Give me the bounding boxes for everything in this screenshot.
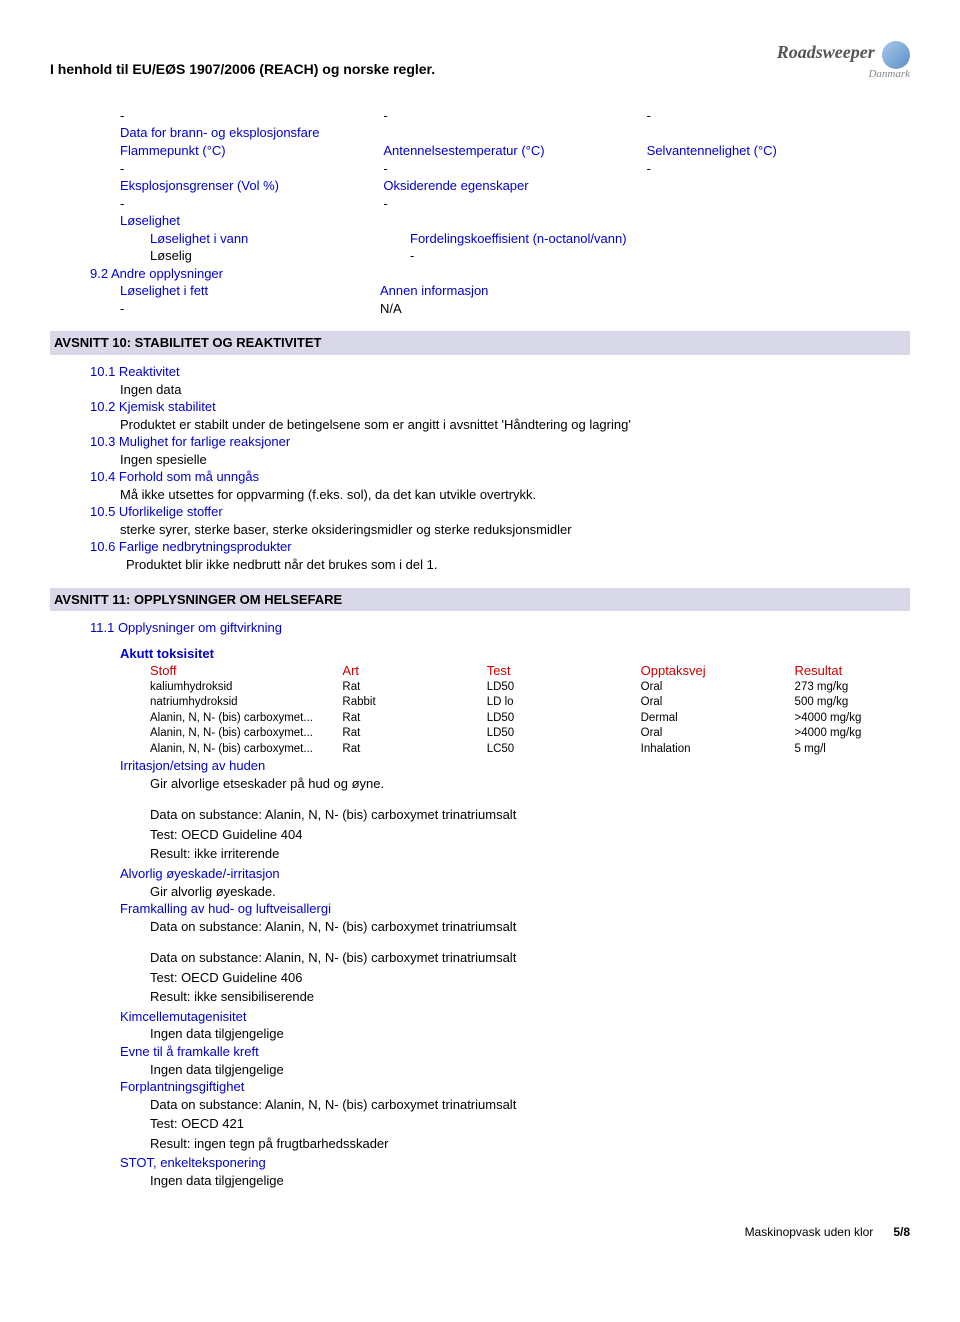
th-art: Art bbox=[342, 662, 486, 680]
sec10-4-title: 10.4 Forhold som må unngås bbox=[90, 468, 910, 486]
skin-irritation-title: Irritasjon/etsing av huden bbox=[120, 757, 910, 775]
section-11-title: AVSNITT 11: OPPLYSNINGER OM HELSEFARE bbox=[50, 588, 910, 612]
tox-row: kaliumhydroksid Rat LD50 Oral 273 mg/kg bbox=[150, 680, 910, 696]
dash: - bbox=[383, 195, 646, 213]
sec9-continuation: - - - Data for brann- og eksplosjonsfare… bbox=[120, 107, 910, 265]
sec10-5-title: 10.5 Uforlikelige stoffer bbox=[90, 503, 910, 521]
data-substance: Data on substance: Alanin, N, N- (bis) c… bbox=[150, 806, 910, 824]
oxidizing-label: Oksiderende egenskaper bbox=[383, 177, 646, 195]
th-uptake: Opptaksvej bbox=[641, 662, 795, 680]
solubility-title: Løselighet bbox=[120, 212, 910, 230]
no-data-1: Ingen data tilgjengelige bbox=[150, 1025, 910, 1043]
stot-title: STOT, enkelteksponering bbox=[120, 1154, 910, 1172]
section-10-title: AVSNITT 10: STABILITET OG REAKTIVITET bbox=[50, 331, 910, 355]
sec10-6-title: 10.6 Farlige nedbrytningsprodukter bbox=[90, 538, 910, 556]
eye-damage-text: Gir alvorlig øyeskade. bbox=[150, 883, 910, 901]
th-result: Resultat bbox=[795, 662, 910, 680]
logo-icon bbox=[882, 41, 910, 69]
page-header: I henhold til EU/EØS 1907/2006 (REACH) o… bbox=[50, 40, 910, 82]
sec10-2-text: Produktet er stabilt under de betingelse… bbox=[120, 416, 910, 434]
sol-water-label: Løselighet i vann bbox=[150, 230, 410, 248]
logo-sub: Danmark bbox=[777, 67, 910, 82]
sec10-2-title: 10.2 Kjemisk stabilitet bbox=[90, 398, 910, 416]
footer-page: 5/8 bbox=[893, 1225, 910, 1239]
fire-data-title: Data for brann- og eksplosjonsfare bbox=[120, 124, 910, 142]
other-info-label: Annen informasjon bbox=[380, 282, 910, 300]
sec10-6-text: Produktet blir ikke nedbrutt når det bru… bbox=[126, 556, 910, 574]
result-no-fertility: Result: ingen tegn på frugtbarhedsskader bbox=[150, 1135, 910, 1153]
na-value: N/A bbox=[380, 300, 910, 318]
skin-irritation-text: Gir alvorlige etseskader på hud og øyne. bbox=[150, 775, 910, 793]
soluble-value: Løselig bbox=[150, 247, 410, 265]
reproductive-title: Forplantningsgiftighet bbox=[120, 1078, 910, 1096]
dash: - bbox=[120, 195, 383, 213]
partition-label: Fordelingskoeffisient (n-octanol/vann) bbox=[410, 230, 910, 248]
sec10-5-text: sterke syrer, sterke baser, sterke oksid… bbox=[120, 521, 910, 539]
dash: - bbox=[383, 160, 646, 178]
tox-row: natriumhydroksid Rabbit LD lo Oral 500 m… bbox=[150, 695, 910, 711]
carcinogenicity-title: Evne til å framkalle kreft bbox=[120, 1043, 910, 1061]
sec10-1-text: Ingen data bbox=[120, 381, 910, 399]
sec9-2-title: 9.2 Andre opplysninger bbox=[90, 265, 910, 283]
dash: - bbox=[410, 247, 910, 265]
dash: - bbox=[120, 160, 383, 178]
acute-toxicity-title: Akutt toksisitet bbox=[120, 645, 910, 663]
th-test: Test bbox=[487, 662, 641, 680]
tox-row: Alanin, N, N- (bis) carboxymet... Rat LD… bbox=[150, 726, 910, 742]
self-ignition-label: Selvantennelighet (°C) bbox=[647, 142, 910, 160]
logo: Roadsweeper Danmark bbox=[777, 40, 910, 82]
th-stoff: Stoff bbox=[150, 662, 342, 680]
footer-product: Maskinopvask uden klor bbox=[745, 1225, 874, 1239]
test-406: Test: OECD Guideline 406 bbox=[150, 969, 910, 987]
tox-row: Alanin, N, N- (bis) carboxymet... Rat LD… bbox=[150, 711, 910, 727]
dash: - bbox=[120, 107, 383, 125]
tox-row: Alanin, N, N- (bis) carboxymet... Rat LC… bbox=[150, 742, 910, 758]
toxicity-table: Stoff Art Test Opptaksvej Resultat kaliu… bbox=[150, 662, 910, 757]
ignition-temp-label: Antennelsestemperatur (°C) bbox=[383, 142, 646, 160]
result-not-irritating: Result: ikke irriterende bbox=[150, 845, 910, 863]
test-404: Test: OECD Guideline 404 bbox=[150, 826, 910, 844]
data-substance-2: Data on substance: Alanin, N, N- (bis) c… bbox=[150, 918, 910, 936]
test-421: Test: OECD 421 bbox=[150, 1115, 910, 1133]
no-data-3: Ingen data tilgjengelige bbox=[150, 1172, 910, 1190]
flash-point-label: Flammepunkt (°C) bbox=[120, 142, 383, 160]
dash: - bbox=[120, 300, 380, 318]
dash: - bbox=[647, 160, 910, 178]
sec10-3-title: 10.3 Mulighet for farlige reaksjoner bbox=[90, 433, 910, 451]
sec10-1-title: 10.1 Reaktivitet bbox=[90, 363, 910, 381]
germ-cell-title: Kimcellemutagenisitet bbox=[120, 1008, 910, 1026]
sec10-4-text: Må ikke utsettes for oppvarming (f.eks. … bbox=[120, 486, 910, 504]
header-title: I henhold til EU/EØS 1907/2006 (REACH) o… bbox=[50, 40, 435, 79]
result-not-sensitizing: Result: ikke sensibiliserende bbox=[150, 988, 910, 1006]
data-substance-3: Data on substance: Alanin, N, N- (bis) c… bbox=[150, 949, 910, 967]
dash: - bbox=[383, 107, 646, 125]
data-substance-4: Data on substance: Alanin, N, N- (bis) c… bbox=[150, 1096, 910, 1114]
respiratory-title: Framkalling av hud- og luftveisallergi bbox=[120, 900, 910, 918]
sol-fat-label: Løselighet i fett bbox=[120, 282, 380, 300]
sec11-1-title: 11.1 Opplysninger om giftvirkning bbox=[90, 619, 910, 637]
no-data-2: Ingen data tilgjengelige bbox=[150, 1061, 910, 1079]
explosion-limits-label: Eksplosjonsgrenser (Vol %) bbox=[120, 177, 383, 195]
eye-damage-title: Alvorlig øyeskade/-irritasjon bbox=[120, 865, 910, 883]
dash: - bbox=[647, 107, 910, 125]
logo-main: Roadsweeper bbox=[777, 42, 875, 62]
page-footer: Maskinopvask uden klor 5/8 bbox=[50, 1224, 910, 1240]
sec10-3-text: Ingen spesielle bbox=[120, 451, 910, 469]
